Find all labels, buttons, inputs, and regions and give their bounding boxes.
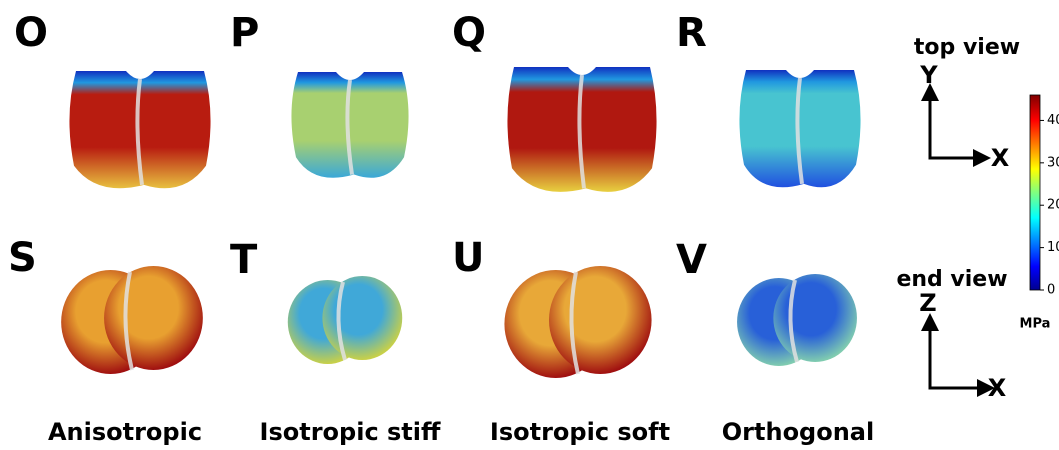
panel-letter: Q (452, 10, 486, 56)
seam (336, 281, 347, 361)
colorbar-tick-label: 0 (1047, 283, 1055, 298)
column-label: Anisotropic (48, 418, 202, 446)
seam (569, 271, 580, 375)
axis-arrows (921, 313, 995, 397)
panel-letter: S (8, 235, 37, 281)
axis-letter: Z (919, 289, 936, 317)
panel-letter: R (676, 10, 707, 56)
colorbar-tick-label: 40 (1047, 113, 1059, 128)
top-view-rendering (291, 72, 409, 178)
axis-arrows (921, 83, 991, 167)
column-label: Isotropic soft (490, 418, 670, 446)
axis-letter: X (991, 144, 1010, 172)
seam (577, 74, 586, 189)
colorbar-label: MPa (1020, 317, 1051, 332)
end-view-rendering (773, 274, 857, 362)
seam (788, 279, 799, 363)
seam (123, 271, 134, 371)
axis-letter: Y (919, 61, 938, 89)
top-view-rendering (507, 67, 657, 192)
view-title: end view (896, 267, 1007, 292)
panel-letter: P (230, 10, 259, 56)
end-view-rendering (322, 276, 403, 360)
top-view-rendering (739, 70, 861, 188)
colorbar-tick-label: 20 (1047, 198, 1059, 213)
colorbar-tick-label: 30 (1047, 155, 1059, 170)
panel-letter: V (676, 237, 707, 283)
end-view-rendering (104, 266, 203, 370)
panel-letter: U (452, 235, 484, 281)
top-view-rendering (69, 71, 211, 189)
colorbar (1029, 94, 1041, 291)
panel-letter: T (230, 237, 258, 283)
renderings (61, 67, 861, 378)
column-label: Orthogonal (722, 418, 874, 446)
seam (795, 77, 804, 185)
seam (345, 79, 354, 175)
end-view-rendering (548, 266, 652, 374)
column-label: Isotropic stiff (260, 418, 441, 446)
panel-letter: O (14, 10, 48, 56)
seam (135, 78, 144, 186)
axis-letter: X (988, 374, 1007, 402)
colorbar-tick-label: 10 (1047, 240, 1059, 255)
view-title: top view (914, 35, 1020, 60)
